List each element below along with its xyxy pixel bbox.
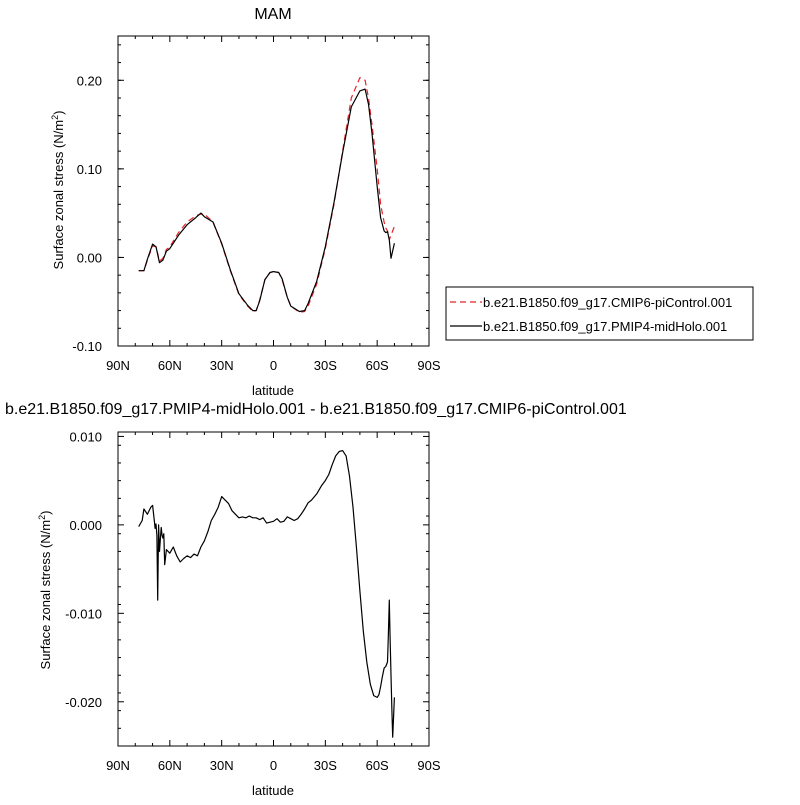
- bottom-y-axis-label-sup: 2: [37, 515, 47, 520]
- bottom-chart-title: b.e21.B1850.f09_g17.PMIP4-midHolo.001 - …: [5, 401, 627, 418]
- bottom-panel: b.e21.B1850.f09_g17.PMIP4-midHolo.001 - …: [5, 401, 627, 798]
- top-y-axis-label: Surface zonal stress (N/m2): [50, 111, 66, 270]
- top-y-tick-label: 0.10: [77, 162, 102, 177]
- bottom-series-line-0: [138, 450, 395, 738]
- bottom-x-tick-label: 30N: [210, 758, 234, 773]
- bottom-x-tick-label: 30S: [314, 758, 337, 773]
- top-y-axis-label-close: ): [51, 111, 66, 115]
- bottom-x-tick-label: 90N: [106, 758, 130, 773]
- bottom-x-tick-label: 90S: [417, 758, 440, 773]
- top-series-line-1: [138, 88, 395, 313]
- top-x-tick-label: 60N: [158, 358, 182, 373]
- top-axis-ticks: [117, 36, 430, 347]
- top-x-tick-label: 30S: [314, 358, 337, 373]
- bottom-plot-frame: [117, 431, 430, 747]
- bottom-x-tick-label: 60N: [158, 758, 182, 773]
- bottom-tick-labels: 90N 60N 30N 0 30S 60S 90S -0.020 -0.010 0.000 0.01…: [65, 429, 441, 773]
- top-x-tick-label: 30N: [210, 358, 234, 373]
- top-series-line-0: [138, 76, 395, 313]
- legend-label-picontrol: b.e21.B1850.f09_g17.CMIP6-piControl.001: [483, 295, 732, 310]
- legend-label-midholo: b.e21.B1850.f09_g17.PMIP4-midHolo.001: [483, 319, 727, 334]
- top-x-tick-label: 60S: [366, 358, 389, 373]
- bottom-x-tick-label: 0: [270, 758, 277, 773]
- legend-box: [445, 286, 754, 341]
- top-y-tick-label: 0.20: [77, 73, 102, 88]
- top-y-tick-label: 0.00: [77, 250, 102, 265]
- top-x-tick-label: 0: [270, 358, 277, 373]
- top-x-tick-label: 90N: [106, 358, 130, 373]
- top-y-tick-label: -0.10: [72, 339, 102, 354]
- top-y-axis-label-sup: 2: [50, 115, 60, 120]
- bottom-y-tick-label: -0.010: [65, 606, 102, 621]
- bottom-y-tick-label: 0.010: [69, 429, 102, 444]
- legend: b.e21.B1850.f09_g17.CMIP6-piControl.001 …: [445, 286, 754, 341]
- bottom-y-axis-label-close: ): [38, 511, 53, 515]
- bottom-axis-ticks: [117, 432, 430, 747]
- bottom-x-axis-label: latitude: [252, 783, 294, 798]
- top-x-axis-label: latitude: [252, 383, 294, 398]
- bottom-y-tick-label: 0.000: [69, 518, 102, 533]
- top-series-lines: [138, 76, 395, 313]
- bottom-y-tick-label: -0.020: [65, 695, 102, 710]
- top-y-axis-label-text: Surface zonal stress (N/m: [51, 120, 66, 270]
- top-tick-labels: 90N 60N 30N 0 30S 60S 90S -0.10 0.00 0.10 0.20: [72, 73, 441, 373]
- top-plot-frame: [117, 35, 430, 347]
- bottom-y-axis-label: Surface zonal stress (N/m2): [37, 511, 53, 670]
- bottom-series-lines: [138, 450, 395, 738]
- top-panel: MAM latitude Surface zonal stress (N/m2)…: [50, 6, 441, 398]
- top-chart-title: MAM: [254, 6, 291, 23]
- bottom-x-tick-label: 60S: [366, 758, 389, 773]
- bottom-y-axis-label-text: Surface zonal stress (N/m: [38, 520, 53, 670]
- top-x-tick-label: 90S: [417, 358, 440, 373]
